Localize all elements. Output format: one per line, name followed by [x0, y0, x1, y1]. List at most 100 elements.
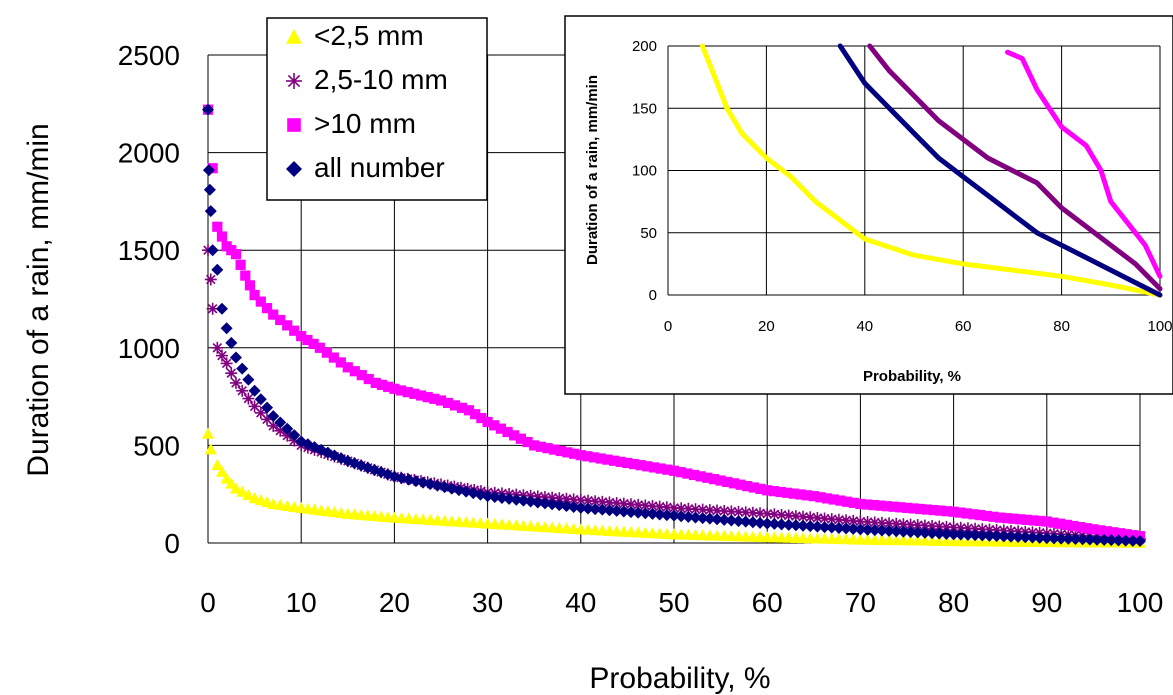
data-point: [429, 393, 440, 404]
data-point: [328, 352, 339, 363]
data-point: [531, 496, 544, 509]
data-point: [529, 440, 540, 451]
y-tick-label: 1000: [118, 333, 180, 364]
data-point: [904, 525, 917, 538]
legend-marker: [286, 73, 302, 89]
data-point: [230, 249, 242, 260]
data-point: [216, 231, 228, 242]
data-point: [211, 458, 224, 471]
data-point: [1033, 531, 1046, 544]
x-tick-label: 50: [658, 587, 689, 618]
data-point: [746, 516, 759, 529]
data-point: [370, 377, 381, 389]
inset-series-0: [699, 43, 1163, 298]
data-point: [1062, 532, 1075, 545]
data-point: [890, 525, 903, 538]
data-point: [267, 497, 280, 510]
data-point: [708, 474, 720, 485]
data-point: [275, 314, 286, 326]
data-point: [1035, 515, 1046, 527]
data-point: [546, 498, 559, 511]
data-point: [215, 465, 228, 477]
data-point: [1112, 534, 1125, 547]
inset-y-axis-title: Duration of a rain, mm/min: [584, 75, 601, 265]
data-point: [610, 504, 623, 517]
data-point: [581, 502, 594, 515]
data-point: [921, 504, 933, 515]
data-point: [1001, 513, 1012, 524]
data-point: [983, 529, 996, 542]
data-point: [267, 410, 280, 423]
data-point: [802, 490, 813, 501]
data-point: [569, 448, 580, 459]
data-point: [268, 309, 279, 320]
data-point: [242, 488, 255, 500]
data-point: [236, 485, 249, 497]
data-point: [449, 400, 461, 411]
x-tick-label: 10: [286, 587, 317, 618]
data-point: [748, 482, 759, 493]
data-point: [868, 524, 881, 537]
data-point: [632, 506, 645, 519]
x-tick-label: 30: [472, 587, 503, 618]
data-point: [553, 499, 566, 512]
data-point: [274, 498, 287, 511]
data-point: [1021, 514, 1032, 525]
data-point: [660, 509, 673, 522]
data-point: [282, 320, 293, 331]
data-point: [639, 507, 652, 520]
data-point: [206, 244, 219, 257]
data-point: [722, 476, 733, 488]
data-point: [204, 273, 217, 286]
data-point: [775, 486, 786, 498]
data-point: [848, 497, 859, 508]
data-point: [755, 483, 766, 495]
data-point: [835, 495, 846, 506]
inset-chart: 0 20 40 60 80 100 0 50 100 150 200 Probability, % Du…: [564, 15, 1173, 395]
data-point: [1041, 516, 1052, 527]
data-point: [622, 457, 633, 469]
data-point: [1028, 515, 1039, 526]
data-point: [211, 263, 224, 276]
data-point: [495, 491, 508, 504]
data-point: [718, 513, 731, 526]
inset-x-tick-label: 20: [758, 318, 775, 335]
data-point: [1108, 527, 1119, 538]
data-point: [739, 515, 752, 528]
data-point: [788, 488, 799, 499]
data-point: [442, 397, 454, 409]
legend-label: >10 mm: [314, 108, 416, 139]
data-point: [281, 499, 294, 512]
data-point: [524, 495, 537, 508]
y-tick-label: 500: [133, 430, 180, 461]
data-point: [653, 508, 666, 521]
data-point: [918, 526, 931, 539]
data-point: [1090, 533, 1103, 546]
legend-label: 2,5-10 mm: [314, 64, 448, 95]
data-point: [288, 500, 301, 512]
data-point: [595, 453, 606, 464]
data-point: [202, 164, 215, 177]
data-point: [954, 528, 967, 541]
data-point: [225, 367, 238, 380]
data-point: [825, 521, 838, 534]
data-point: [1047, 532, 1060, 545]
data-point: [968, 509, 979, 520]
data-point: [668, 465, 680, 476]
data-point: [775, 518, 788, 531]
data-point: [1061, 519, 1072, 530]
data-point: [1074, 522, 1086, 533]
data-point: [261, 401, 274, 414]
data-point: [236, 362, 249, 375]
data-point: [242, 373, 255, 386]
data-point: [997, 530, 1010, 543]
inset-y-tick-label: 200: [632, 38, 657, 55]
data-point: [762, 485, 773, 496]
data-point: [476, 412, 487, 424]
legend-label: all number: [314, 152, 445, 183]
data-point: [1083, 533, 1096, 546]
data-point: [1088, 524, 1099, 535]
data-point: [1012, 530, 1025, 543]
x-tick-label: 20: [379, 587, 410, 618]
x-tick-label: 90: [1031, 587, 1062, 618]
